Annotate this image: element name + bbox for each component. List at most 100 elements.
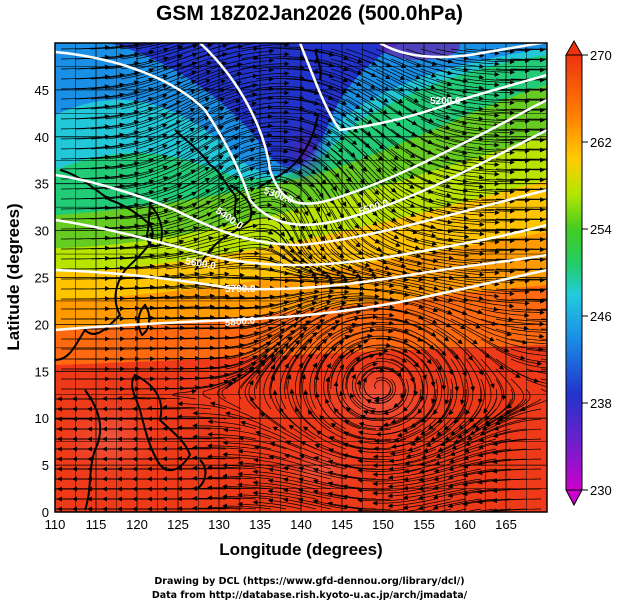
- streamline: [390, 328, 435, 350]
- streamline: [90, 80, 140, 90]
- streamline: [135, 173, 183, 190]
- streamline: [180, 61, 227, 80]
- streamline: [270, 208, 302, 245]
- streamline: [120, 283, 170, 290]
- streamline: [390, 338, 432, 365]
- streamline: [225, 319, 274, 330]
- streamline: [180, 293, 230, 300]
- streamline: [180, 43, 203, 50]
- streamline: [180, 372, 230, 380]
- streamline: [135, 45, 184, 60]
- streamline: [330, 307, 379, 320]
- streamline: [270, 314, 314, 340]
- colorbar-tick-label: 270: [590, 48, 612, 63]
- streamline: [240, 292, 290, 300]
- streamline: [165, 293, 215, 300]
- streamline: [285, 218, 313, 260]
- streamline: [75, 132, 125, 140]
- x-axis-label: Longitude (degrees): [219, 540, 382, 559]
- streamline: [315, 78, 362, 98]
- streamline: [299, 454, 347, 470]
- streamline: [255, 290, 305, 300]
- streamline: [330, 268, 379, 282]
- streamline: [450, 188, 500, 196]
- streamline: [300, 268, 349, 282]
- streamline: [356, 379, 392, 404]
- x-tick-label: 145: [331, 517, 353, 532]
- streamline: [375, 148, 415, 179]
- streamline: [216, 381, 242, 410]
- streamline: [330, 118, 371, 149]
- streamline: [345, 312, 395, 320]
- streamline: [105, 49, 155, 60]
- streamline: [435, 118, 484, 132]
- streamline: [375, 138, 416, 169]
- streamline: [105, 189, 155, 200]
- streamline: [420, 398, 452, 435]
- x-tick-label: 125: [167, 517, 189, 532]
- streamline: [135, 261, 185, 270]
- streamline: [225, 142, 273, 160]
- streamline: [375, 48, 422, 68]
- streamline: [120, 304, 170, 310]
- streamline: [270, 295, 319, 310]
- streamline: [297, 488, 347, 500]
- streamline: [285, 88, 334, 100]
- streamline: [345, 296, 395, 302]
- streamline: [420, 118, 468, 136]
- streamline: [375, 328, 423, 342]
- streamline: [222, 484, 272, 490]
- streamline: [285, 118, 333, 134]
- streamline: [255, 105, 305, 111]
- streamline: [210, 92, 258, 110]
- streamline: [300, 48, 349, 61]
- streamline: [238, 435, 287, 450]
- streamline: [135, 304, 185, 310]
- streamline: [60, 124, 110, 130]
- streamline: [180, 88, 226, 110]
- streamline: [120, 123, 168, 140]
- streamline: [285, 294, 334, 310]
- streamline: [285, 228, 318, 266]
- streamline: [120, 144, 168, 160]
- streamline: [165, 271, 215, 280]
- streamline: [105, 221, 155, 230]
- streamline: [180, 70, 227, 90]
- streamline: [345, 168, 379, 206]
- streamline: [450, 158, 500, 167]
- streamline: [105, 211, 155, 220]
- streamline: [405, 358, 425, 402]
- streamline: [450, 358, 465, 405]
- x-tick-label: 155: [413, 517, 435, 532]
- streamline: [450, 118, 500, 128]
- streamline: [120, 208, 170, 220]
- streamline: [165, 60, 212, 80]
- streamline: [382, 398, 422, 428]
- streamline: [405, 158, 451, 180]
- streamline: [376, 318, 424, 331]
- streamline: [195, 314, 245, 320]
- streamline: [255, 75, 305, 81]
- streamline: [237, 471, 287, 480]
- streamline: [150, 325, 200, 331]
- streamline: [165, 106, 210, 130]
- streamline: [270, 218, 303, 256]
- streamline: [207, 419, 257, 430]
- streamline: [285, 208, 312, 251]
- streamline: [195, 155, 240, 180]
- streamline: [120, 187, 169, 200]
- streamline: [90, 192, 140, 200]
- streamline: [255, 55, 305, 60]
- streamline: [330, 300, 380, 310]
- streamline: [120, 176, 169, 190]
- streamline: [207, 431, 257, 440]
- streamline: [60, 64, 110, 70]
- streamline: [345, 320, 395, 330]
- streamline: [417, 368, 428, 414]
- streamline: [255, 145, 305, 152]
- streamline: [263, 364, 276, 410]
- streamline: [255, 135, 305, 142]
- streamline: [105, 116, 154, 130]
- streamline: [357, 448, 407, 454]
- streamline: [135, 130, 182, 150]
